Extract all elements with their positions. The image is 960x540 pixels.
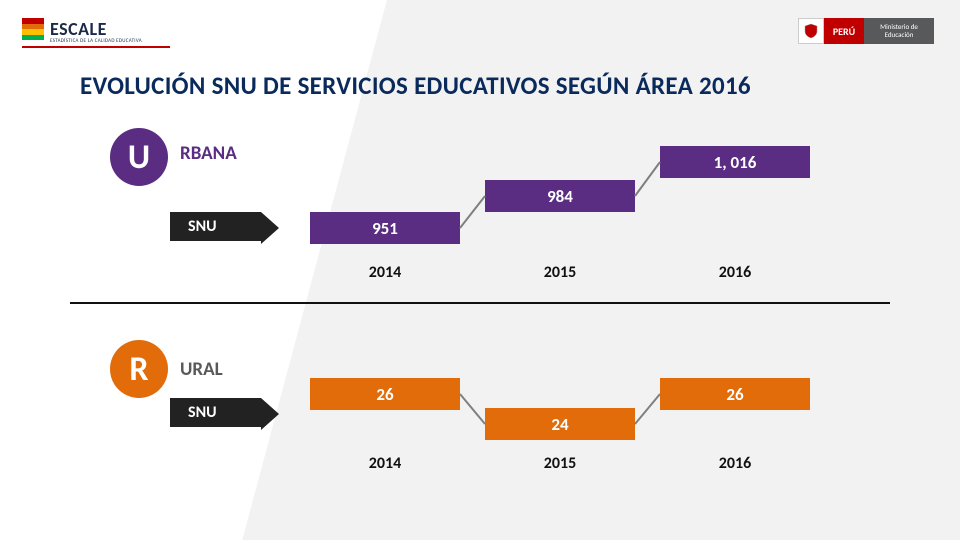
escale-logo-icon bbox=[22, 18, 44, 40]
rural-bar-2014: 26 bbox=[310, 378, 460, 410]
urbana-year-2016: 2016 bbox=[660, 263, 810, 282]
urbana-circle-icon: U bbox=[110, 128, 168, 186]
rural-bar-2016: 26 bbox=[660, 378, 810, 410]
escale-logo-text: ESCALE bbox=[50, 18, 107, 40]
logo-underline bbox=[22, 46, 170, 48]
escale-logo-subtitle: ESTADÍSTICA DE LA CALIDAD EDUCATIVA bbox=[50, 38, 142, 44]
peru-shield-icon bbox=[798, 18, 824, 44]
urbana-bar-2015: 984 bbox=[485, 180, 635, 212]
rural-label: URAL bbox=[180, 358, 223, 381]
urbana-year-2014: 2014 bbox=[310, 263, 460, 282]
rural-circle-icon: R bbox=[110, 340, 168, 398]
header: ESCALE ESTADÍSTICA DE LA CALIDAD EDUCATI… bbox=[0, 18, 960, 52]
rural-year-2016: 2016 bbox=[660, 454, 810, 473]
urbana-year-2015: 2015 bbox=[485, 263, 635, 282]
page-title: EVOLUCIÓN SNU DE SERVICIOS EDUCATIVOS SE… bbox=[80, 70, 880, 101]
urbana-label: RBANA bbox=[180, 142, 237, 165]
rural-year-2014: 2014 bbox=[310, 454, 460, 473]
urbana-snu-tag: SNU bbox=[170, 212, 261, 241]
rural-snu-tag: SNU bbox=[170, 398, 261, 427]
section-divider bbox=[70, 302, 890, 304]
peru-label: PERÚ bbox=[824, 18, 864, 44]
ministry-label: Ministerio de Educación bbox=[864, 18, 934, 44]
urbana-bar-2014: 951 bbox=[310, 212, 460, 244]
gov-badge: PERÚ Ministerio de Educación bbox=[798, 18, 934, 44]
urbana-bar-2016: 1, 016 bbox=[660, 146, 810, 178]
rural-bar-2015: 24 bbox=[485, 408, 635, 440]
escale-logo: ESCALE bbox=[22, 18, 107, 40]
rural-year-2015: 2015 bbox=[485, 454, 635, 473]
